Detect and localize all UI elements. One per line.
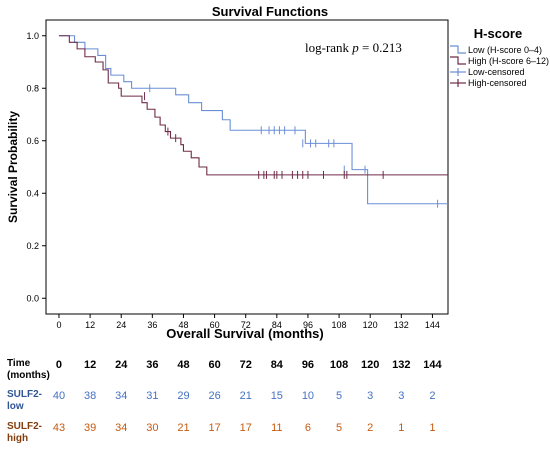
- legend: Low (H-score 0–4)High (H-score 6–12)Low-…: [450, 45, 549, 88]
- legend-line-swatch: [450, 56, 466, 65]
- risk-high-cell: 1: [429, 422, 436, 434]
- legend-entry-label: High-censored: [468, 78, 527, 88]
- legend-entry-label: Low-censored: [468, 67, 525, 77]
- y-tick-label: 0.6: [26, 136, 39, 146]
- series-layer: [58, 35, 448, 208]
- annotation-p: p: [351, 40, 359, 55]
- x-tick-label: 0: [56, 320, 61, 330]
- risk-time-cell: 24: [115, 359, 128, 371]
- risk-time-cell: 12: [83, 359, 97, 371]
- y-tick-label: 0.4: [26, 188, 39, 198]
- risk-time-cell: 144: [423, 359, 442, 371]
- y-axis-title: Survival Probability: [6, 111, 20, 223]
- chart-title: Survival Functions: [212, 4, 328, 19]
- x-tick-label: 120: [363, 320, 378, 330]
- x-tick-label: 108: [332, 320, 347, 330]
- x-tick-label: 96: [303, 320, 313, 330]
- x-tick-label: 72: [241, 320, 251, 330]
- y-tick-label: 0.2: [26, 241, 39, 251]
- risk-low-cell: 40: [52, 390, 66, 402]
- risk-row-low: SULF2- low 40 38 34 31 29 26 21 15 10 5 3 3 2: [0, 389, 550, 419]
- y-tick-label: 0.0: [26, 293, 39, 303]
- risk-high-cell: 39: [83, 422, 97, 434]
- risk-high-cell: 17: [208, 422, 221, 434]
- risk-low-cell: 21: [239, 390, 252, 402]
- annotation-text: log-rank: [305, 40, 352, 55]
- legend-title: H-score: [474, 26, 522, 41]
- risk-high-cell: 34: [115, 422, 128, 434]
- low-survival-curve: [58, 35, 448, 205]
- risk-low-cell: 34: [115, 390, 128, 402]
- x-tick-label: 84: [272, 320, 282, 330]
- risk-low-cell: 3: [367, 390, 374, 402]
- x-axis: 0 12 24 36 48 60 72 84 96 108 120 132 144: [56, 314, 440, 330]
- x-tick-label: 48: [178, 320, 188, 330]
- y-tick-label: 1.0: [26, 31, 39, 41]
- risk-high-cell: 17: [239, 422, 252, 434]
- x-tick-label: 144: [425, 320, 440, 330]
- risk-low-cell: 2: [429, 390, 436, 402]
- risk-low-cell: 29: [177, 390, 190, 402]
- high-survival-curve: [58, 35, 448, 176]
- legend-line-swatch: [450, 45, 466, 54]
- plot-frame: [45, 19, 449, 315]
- risk-high-label: SULF2- high: [7, 421, 42, 444]
- legend-entry-label: High (H-score 6–12): [468, 56, 549, 66]
- legend-entry-label: Low (H-score 0–4): [468, 45, 542, 55]
- x-tick-label: 24: [116, 320, 126, 330]
- survival-chart: Survival Functions 0.0 0.2 0.4 0.6 0.8 1.0 0 1…: [6, 4, 549, 341]
- x-tick-label: 132: [394, 320, 409, 330]
- risk-time-cell: 36: [146, 359, 159, 371]
- risk-time-cell: 96: [301, 359, 315, 371]
- risk-high-cell: 11: [271, 422, 283, 434]
- risk-low-cell: 26: [208, 390, 221, 402]
- risk-time-cell: 132: [392, 359, 411, 371]
- annotation-value: = 0.213: [359, 40, 402, 55]
- risk-time-cell: 72: [239, 359, 252, 371]
- risk-high-cell: 30: [146, 422, 159, 434]
- risk-low-cell: 3: [398, 390, 405, 402]
- risk-low-cell: 10: [301, 390, 315, 402]
- risk-low-cell: 5: [336, 390, 343, 402]
- risk-high-cell: 2: [367, 422, 374, 434]
- risk-high-cell: 1: [398, 422, 405, 434]
- y-tick-label: 0.8: [26, 83, 39, 93]
- risk-high-cell: 43: [52, 422, 66, 434]
- risk-low-cell: 38: [83, 390, 97, 402]
- risk-row-high: SULF2- high 43 39 34 30 21 17 17 11 6 5 2 1 1: [0, 421, 550, 451]
- risk-low-label: SULF2- low: [7, 389, 42, 412]
- risk-high-cell: 6: [304, 422, 311, 434]
- risk-header-label: Time (months): [7, 358, 50, 381]
- risk-low-cell: 15: [270, 390, 283, 402]
- risk-time-cell: 120: [361, 359, 380, 371]
- x-tick-label: 60: [210, 320, 220, 330]
- x-tick-label: 12: [85, 320, 95, 330]
- risk-time-cell: 108: [329, 359, 349, 371]
- risk-time-cell: 48: [177, 359, 190, 371]
- risk-high-cell: 21: [177, 422, 190, 434]
- risk-low-cell: 31: [146, 390, 159, 402]
- risk-time-cell: 0: [55, 359, 63, 371]
- log-rank-annotation: log-rank p = 0.213: [305, 40, 402, 55]
- risk-high-cell: 5: [336, 422, 343, 434]
- x-tick-label: 36: [147, 320, 157, 330]
- risk-time-cell: 84: [270, 359, 283, 371]
- x-axis-title: Overall Survival (months): [166, 326, 324, 341]
- risk-header-row: Time (months) 0 12 24 36 48 60 72 84 96 108 120 132…: [0, 358, 550, 388]
- y-axis: 0.0 0.2 0.4 0.6 0.8 1.0: [26, 31, 46, 303]
- risk-time-cell: 60: [208, 359, 221, 371]
